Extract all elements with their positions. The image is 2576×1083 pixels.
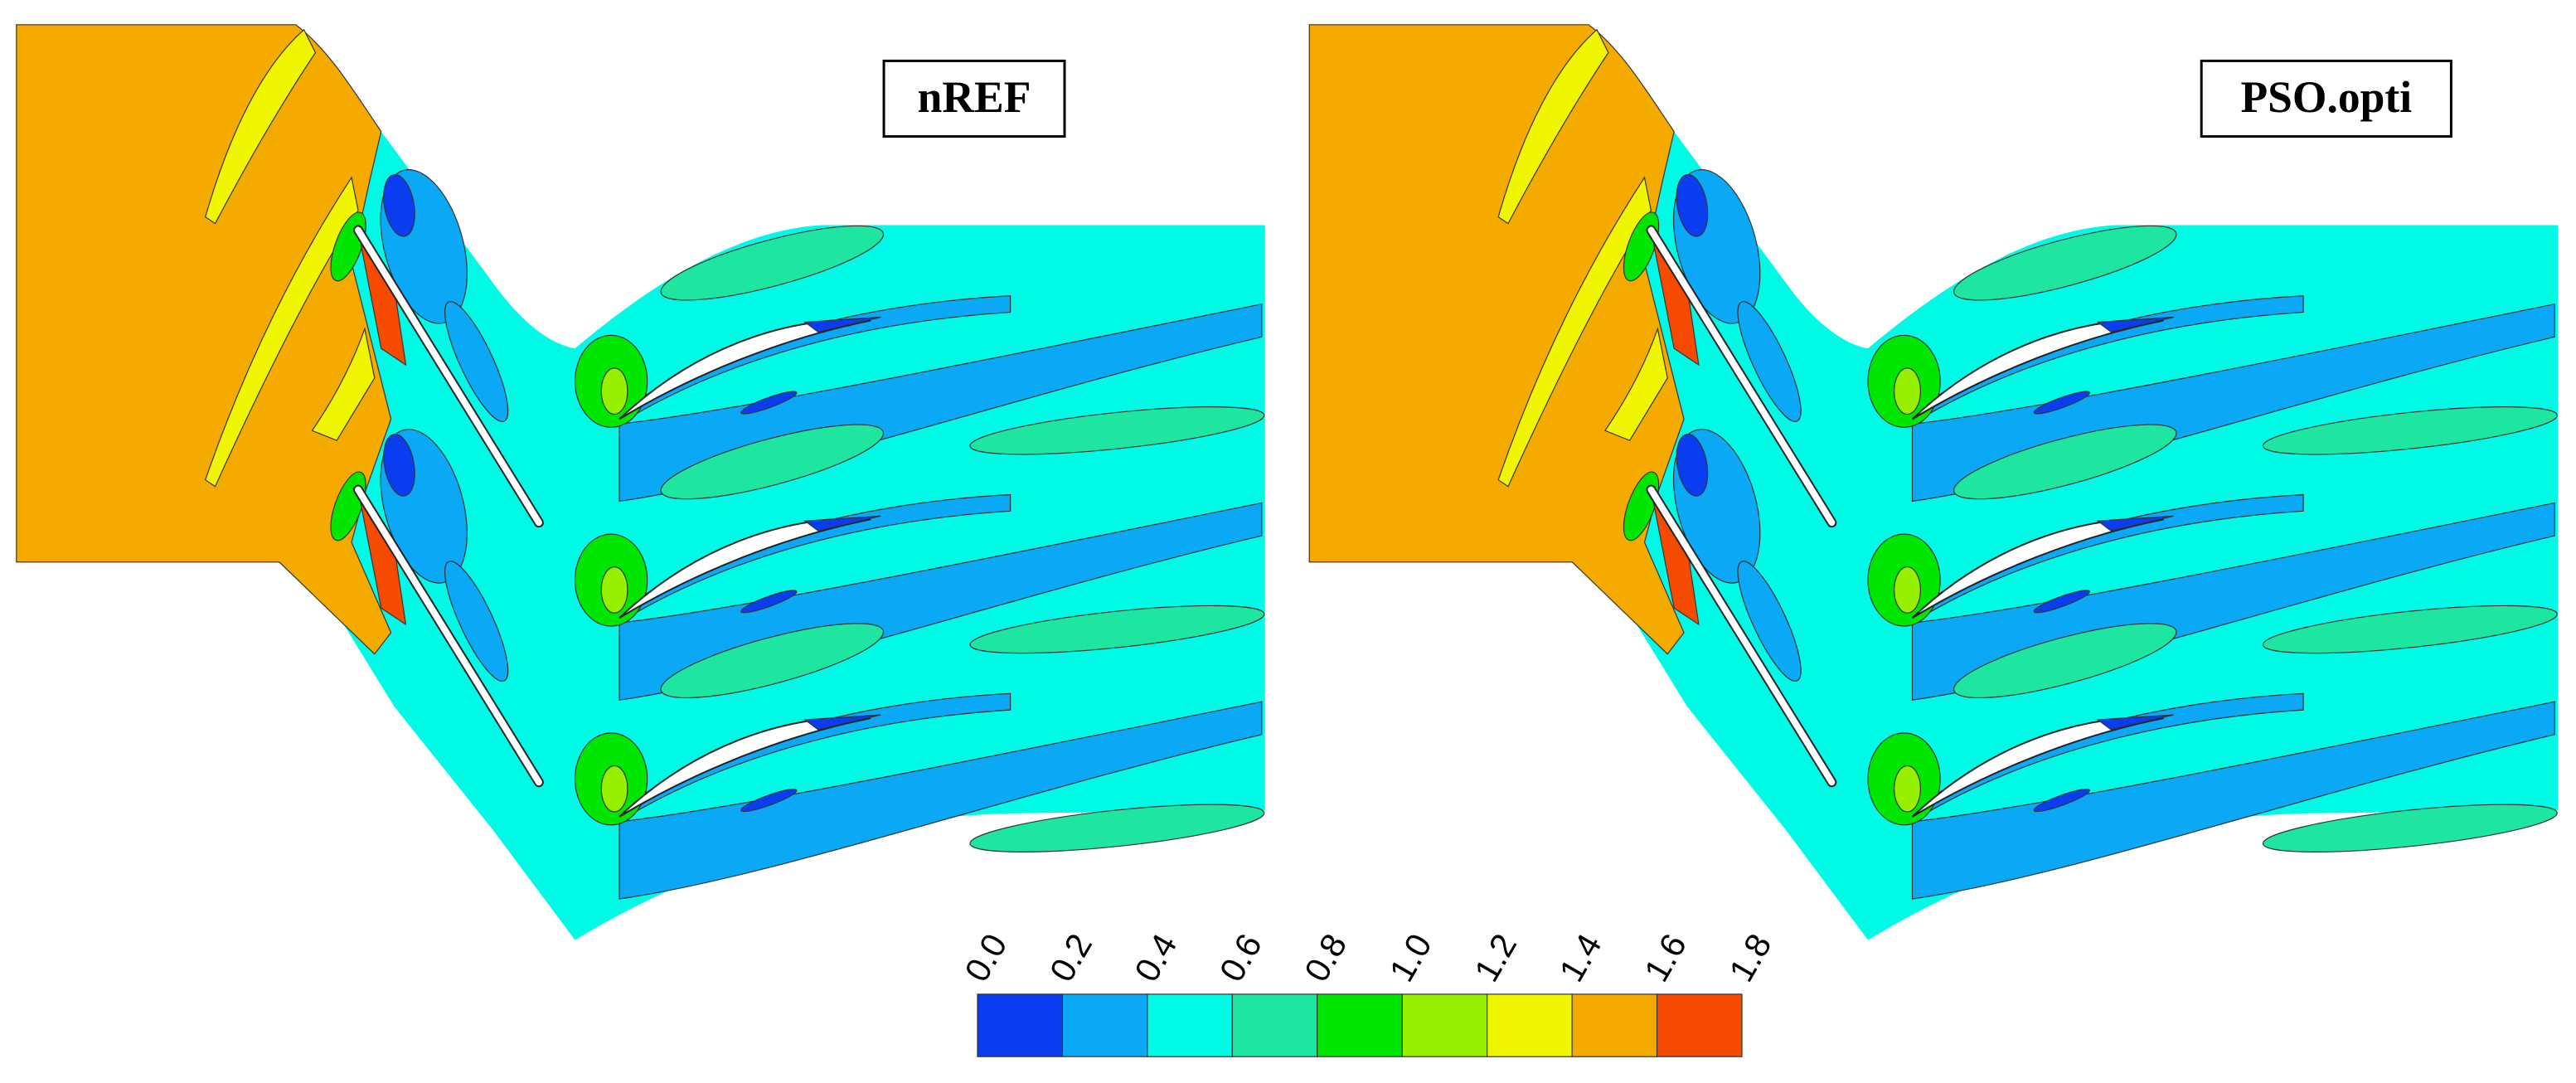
contour-region: [600, 367, 628, 415]
contour-region: [619, 318, 871, 420]
colorbar-cell: [1061, 993, 1148, 1057]
colorbar-tick-label: 0.8: [1297, 927, 1355, 988]
contour-region: [2096, 316, 2174, 333]
contour-region: [2096, 515, 2174, 532]
colorbar-cell: [1571, 993, 1658, 1057]
colorbar-tick-label: 1.6: [1637, 927, 1695, 988]
contour-region: [1308, 24, 1685, 655]
contour-region: [383, 173, 415, 237]
contour-region: [2033, 391, 2090, 415]
contour-region: [803, 515, 881, 532]
contour-region: [1497, 28, 1609, 225]
contour-region: [1953, 225, 2177, 301]
stator-blade: [1647, 486, 1836, 786]
panel-label: PSO.opti: [2241, 72, 2413, 122]
colorbar-tick-label: 0.4: [1127, 927, 1185, 988]
contour-region: [16, 24, 392, 655]
colorbar-cell: [1231, 993, 1318, 1057]
contour-region: [600, 765, 628, 813]
contour-region: [1953, 623, 2177, 699]
contour-region: [2262, 605, 2558, 654]
contour-region: [1604, 327, 1668, 441]
contour-region: [969, 605, 1265, 654]
contour-region: [2262, 804, 2558, 852]
panel-label-box: [2200, 59, 2452, 138]
contour-region: [1497, 176, 1652, 488]
colorbar-cell: [1487, 993, 1573, 1057]
contour-panel: nREF: [16, 24, 1265, 940]
stator-blade: [1647, 226, 1836, 527]
colorbar: 0.0 0.2 0.4 0.6 0.8 1.0 1.2 1.4 1.6 1.8: [957, 927, 1779, 1057]
contour-region: [619, 517, 871, 619]
contour-region: [1911, 318, 2164, 420]
contour-region: [1894, 367, 1921, 415]
contour-region: [969, 804, 1265, 852]
contour-region: [1894, 566, 1921, 614]
contour-region: [740, 590, 798, 614]
contour-region: [1676, 434, 1709, 497]
colorbar-cell: [1656, 993, 1743, 1057]
contour-region: [803, 714, 881, 731]
contour-region: [740, 789, 798, 813]
contour-region: [204, 28, 317, 225]
contour-region: [383, 434, 415, 497]
colorbar-cell: [1317, 993, 1403, 1057]
contour-region: [2033, 789, 2090, 813]
contour-region: [740, 391, 798, 415]
colorbar-tick-label: 0.0: [957, 927, 1015, 988]
contour-region: [1737, 301, 1802, 422]
contour-region: [2096, 714, 2174, 731]
colorbar-tick-label: 1.2: [1467, 927, 1525, 988]
contour-region: [2033, 590, 2090, 614]
colorbar-cell: [1147, 993, 1233, 1057]
contour-region: [1911, 716, 2164, 818]
colorbar-cell: [977, 993, 1064, 1057]
contour-region: [1676, 173, 1709, 237]
contour-region: [2262, 406, 2558, 455]
contour-region: [1894, 765, 1921, 813]
colorbar-tick-label: 0.2: [1041, 927, 1099, 988]
panel-label-box: [882, 59, 1066, 138]
colorbar-tick-label: 1.8: [1721, 927, 1779, 988]
contour-region: [969, 406, 1265, 455]
contour-region: [311, 327, 376, 441]
contour-region: [660, 623, 885, 699]
contour-region: [660, 424, 885, 500]
contour-region: [444, 561, 509, 682]
colorbar-cell: [1401, 993, 1488, 1057]
colorbar-tick-label: 0.6: [1211, 927, 1269, 988]
contour-region: [204, 176, 359, 488]
contour-region: [1953, 424, 2177, 500]
contour-panel: PSO.opti: [1308, 24, 2559, 940]
contour-region: [619, 716, 871, 818]
colorbar-tick-label: 1.0: [1381, 927, 1439, 988]
contour-region: [803, 316, 881, 333]
stator-blade: [355, 486, 542, 786]
contour-region: [660, 225, 885, 301]
colorbar-tick-label: 1.4: [1551, 927, 1609, 988]
contour-region: [1737, 561, 1802, 682]
stator-blade: [355, 226, 542, 527]
contour-region: [600, 566, 628, 614]
contour-region: [1911, 517, 2164, 619]
contour-region: [444, 301, 509, 422]
panel-label: nREF: [918, 72, 1031, 122]
